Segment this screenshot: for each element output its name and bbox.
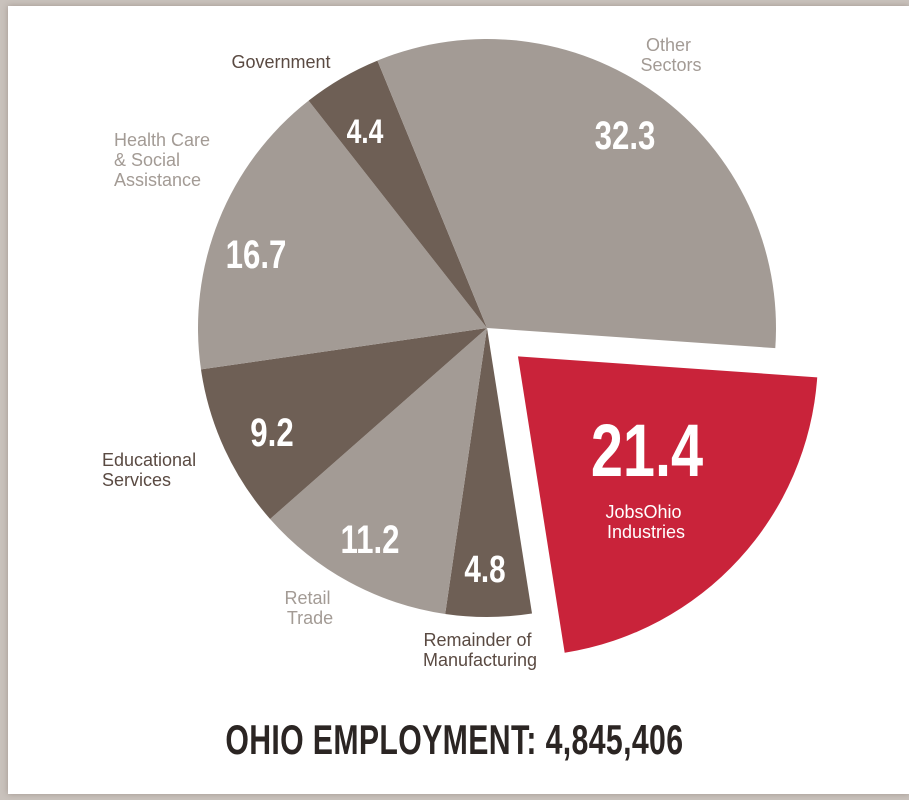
value-label-government: 4.4: [347, 113, 384, 151]
pie-slice-education: [200, 328, 487, 519]
pie-slice-other: [377, 38, 776, 349]
label-health-care: Health Care & Social Assistance: [114, 130, 215, 190]
label-educational-services: Educational Services: [102, 450, 201, 490]
pie-slice-retail: [270, 328, 487, 614]
label-jobsohio: JobsOhio Industries: [605, 502, 686, 542]
pie-slice-government: [308, 60, 487, 328]
label-government: Government: [231, 52, 330, 72]
value-label-education: 9.2: [250, 410, 293, 455]
value-label-manufacturing: 4.8: [464, 549, 505, 591]
value-label-health: 16.7: [226, 232, 287, 277]
value-label-other: 32.3: [595, 113, 656, 158]
label-other-sectors: Other Sectors: [640, 35, 701, 75]
pie-slice-health: [198, 100, 487, 370]
value-label-retail: 11.2: [341, 517, 400, 562]
pie-slices: [198, 38, 818, 653]
chart-title: OHIO EMPLOYMENT: 4,845,406: [225, 716, 684, 763]
pie-slice-manufacturing: [445, 328, 533, 617]
pie-slice-jobsohio: [517, 356, 818, 653]
label-retail-trade: Retail Trade: [284, 588, 335, 628]
label-remainder-manufacturing: Remainder of Manufacturing: [423, 630, 537, 670]
value-label-jobsohio: 21.4: [591, 410, 703, 493]
